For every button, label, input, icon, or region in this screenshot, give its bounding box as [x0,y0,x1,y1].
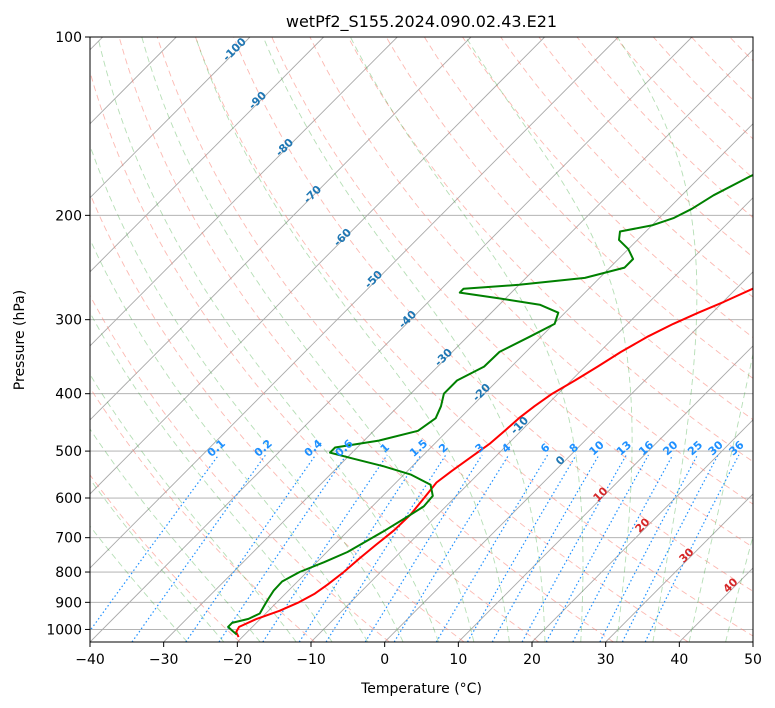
dry-adiabat-line [156,37,689,642]
x-axis: −40 −30 −20 −10 0 10 20 30 40 50 [75,642,762,668]
data-lines [227,173,753,638]
moist-adiabat-line [195,37,510,642]
isotherm-line [90,37,693,642]
isotherm-line [90,37,619,569]
mixing-ratio-line [466,454,577,642]
y-axis: 100 200 300 400 500 600 700 800 900 1000 [46,30,90,638]
x-tick-label: 30 [597,652,615,668]
isotherm-line [237,123,753,642]
background-lines [90,37,753,642]
y-tick-label: 200 [55,208,82,224]
chart-title: wetPf2_S155.2024.090.02.43.E21 [286,12,557,32]
moist-adiabat-line [90,428,261,642]
dry-adiabat-line [90,294,390,642]
dry-adiabat-line [424,37,753,379]
dry-adiabat-line [347,37,753,463]
y-axis-label: Pressure (hPa) [12,290,28,390]
mixing-ratio-line [262,454,388,642]
mixing-ratio-line [393,454,510,642]
dry-adiabat-line [462,37,753,339]
dry-adiabat-line [118,37,614,642]
isotherm-line [458,345,753,642]
mixing-ratio-line [90,454,220,632]
isotherm-line [90,37,472,421]
y-tick-label: 700 [55,531,82,547]
mixing-ratio-line [599,454,699,642]
x-axis-label: Temperature (°C) [360,681,482,697]
dry-adiabat-line [90,474,241,642]
mixing-ratio-line [621,454,719,642]
y-tick-label: 100 [55,30,82,46]
mixing-ratio-line [364,454,483,642]
isotherm-line [90,37,545,495]
x-tick-label: 10 [449,652,467,668]
moist-adiabat-line [688,351,753,642]
moist-adiabat-line [617,37,698,642]
moist-adiabat-line [90,478,225,642]
x-tick-label: −40 [75,652,105,668]
mixing-ratio-line [572,454,674,642]
mixing-ratio-line [644,454,740,642]
moist-adiabat-line [262,37,546,642]
moist-adiabat-line [97,37,439,642]
dry-adiabat-line [309,37,753,505]
moist-adiabat-line [90,238,369,642]
y-tick-label: 800 [55,565,82,581]
y-tick-label: 900 [55,595,82,611]
dry-adiabat-line [90,70,540,642]
y-tick-label: 1000 [46,622,82,638]
isotherm-line [310,197,753,642]
mixing-ratio-line [325,454,447,642]
y-tick-label: 300 [55,313,82,329]
moist-adiabat-line [141,37,475,642]
dry-adiabat-line [233,37,753,592]
x-tick-label: −30 [149,652,179,668]
x-tick-label: 20 [523,652,541,668]
isotherm-line [90,37,251,199]
mixing-ratio-line [218,454,347,642]
moist-adiabat-line [350,37,584,642]
x-tick-label: −20 [223,652,253,668]
isotherm-line [531,419,753,642]
moist-adiabat-line [725,534,753,642]
isotherm-line [384,271,753,642]
dry-adiabat-line [385,37,753,421]
mixing-ratio-line [298,454,422,642]
isotherm-line [90,37,398,347]
x-tick-label: 40 [670,652,688,668]
mixing-ratio-line [435,454,549,642]
dry-adiabat-line [271,37,753,548]
dry-adiabat-line [538,37,753,258]
x-tick-label: −10 [296,652,326,668]
isotherm-line [605,493,753,642]
x-tick-label: 0 [380,652,389,668]
y-tick-label: 600 [55,491,82,507]
isotherm-line [163,49,753,642]
isotherm-line [90,37,324,273]
dry-adiabat-line [576,37,753,219]
temperature-profile [235,287,753,638]
moist-adiabat-line [90,525,188,642]
dry-adiabat-line [195,37,753,637]
moist-adiabat-line [90,144,404,642]
dewpoint-profile [227,173,753,636]
y-tick-label: 400 [55,387,82,403]
y-tick-label: 500 [55,444,82,460]
x-tick-label: 50 [744,652,762,668]
mixing-ratio-line [545,454,650,642]
dry-adiabat-line [614,37,753,179]
plot-frame [89,36,754,643]
